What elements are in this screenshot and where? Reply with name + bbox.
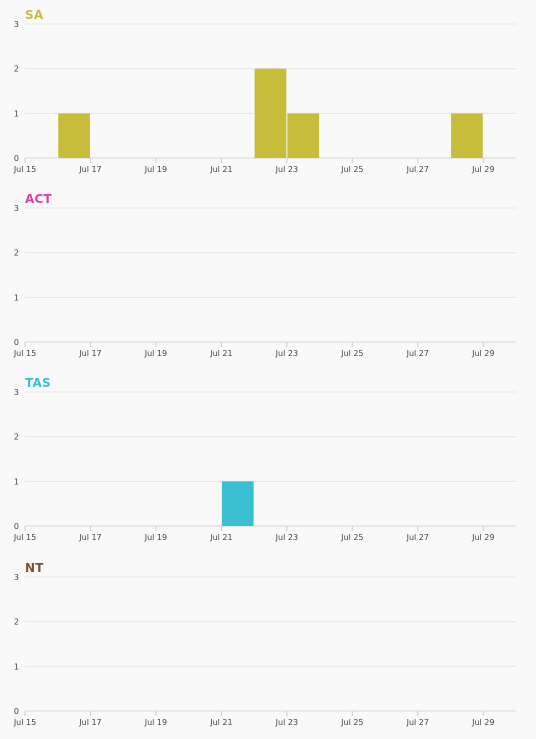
y-tick-label: 1 — [14, 477, 19, 486]
y-tick-label: 3 — [14, 20, 19, 29]
chart-panel-sa: 0 1 2 3 Jul 15 Jul 17 Jul 19 Jul 21 Jul 23 Jul 25… — [0, 0, 536, 184]
chart-title: ACT — [25, 192, 52, 206]
x-tick-label: Jul 19 — [144, 165, 167, 174]
bar — [58, 113, 90, 158]
y-tick-label: 3 — [14, 204, 19, 213]
y-tick-label: 2 — [14, 249, 19, 258]
x-tick-label: Jul 23 — [275, 165, 298, 174]
x-tick-label: Jul 21 — [209, 349, 232, 358]
x-tick-label: Jul 29 — [471, 165, 494, 174]
x-tick-label: Jul 15 — [13, 165, 36, 174]
x-tick-label: Jul 21 — [209, 533, 232, 542]
x-tick-label: Jul 17 — [78, 718, 101, 727]
x-tick-label: Jul 17 — [78, 349, 101, 358]
chart-svg: 0 1 2 3 Jul 15 Jul 17 Jul 19 Jul 21 Jul 23 Jul 25… — [13, 388, 516, 542]
x-tick-label: Jul 27 — [406, 349, 429, 358]
x-tick-label: Jul 19 — [144, 718, 167, 727]
x-tick-label: Jul 15 — [13, 533, 36, 542]
chart-title: SA — [25, 8, 44, 22]
x-tick-label: Jul 27 — [406, 165, 429, 174]
bar — [254, 68, 287, 158]
x-tick-label: Jul 29 — [471, 349, 494, 358]
x-tick-label: Jul 23 — [275, 533, 298, 542]
x-tick-label: Jul 17 — [78, 165, 101, 174]
x-tick-label: Jul 21 — [209, 718, 232, 727]
chart-title: NT — [25, 561, 44, 575]
x-tick-label: Jul 19 — [144, 533, 167, 542]
chart-svg: 0 1 2 3 Jul 15 Jul 17 Jul 19 Jul 21 Jul 23 Jul 25… — [13, 204, 516, 358]
x-tick-label: Jul 27 — [406, 718, 429, 727]
x-tick-label: Jul 29 — [471, 718, 494, 727]
chart-panel-nt: 0 1 2 3 Jul 15 Jul 17 Jul 19 Jul 21 Jul 23 Jul 25… — [0, 553, 536, 737]
y-tick-label: 1 — [14, 662, 19, 671]
x-tick-label: Jul 21 — [209, 165, 232, 174]
y-tick-label: 2 — [14, 618, 19, 627]
y-tick-label: 0 — [14, 522, 19, 531]
x-tick-label: Jul 25 — [340, 165, 363, 174]
y-tick-label: 3 — [14, 573, 19, 582]
x-tick-label: Jul 27 — [406, 533, 429, 542]
chart-title: TAS — [25, 376, 51, 390]
y-tick-label: 1 — [14, 293, 19, 302]
bar — [221, 481, 254, 526]
x-tick-label: Jul 25 — [340, 349, 363, 358]
y-tick-label: 0 — [14, 707, 19, 716]
x-tick-label: Jul 17 — [78, 533, 101, 542]
x-tick-label: Jul 15 — [13, 718, 36, 727]
x-tick-label: Jul 29 — [471, 533, 494, 542]
chart-svg: 0 1 2 3 Jul 15 Jul 17 Jul 19 Jul 21 Jul 23 Jul 25… — [13, 573, 516, 727]
y-tick-label: 3 — [14, 388, 19, 397]
y-tick-label: 1 — [14, 109, 19, 118]
y-tick-label: 2 — [14, 433, 19, 442]
x-tick-label: Jul 19 — [144, 349, 167, 358]
x-tick-label: Jul 23 — [275, 349, 298, 358]
y-tick-label: 0 — [14, 154, 19, 163]
x-tick-label: Jul 25 — [340, 718, 363, 727]
chart-svg: 0 1 2 3 Jul 15 Jul 17 Jul 19 Jul 21 Jul 23 Jul 25… — [13, 20, 516, 174]
chart-panel-tas: 0 1 2 3 Jul 15 Jul 17 Jul 19 Jul 21 Jul 23 Jul 25… — [0, 368, 536, 552]
x-tick-label: Jul 15 — [13, 349, 36, 358]
x-tick-label: Jul 25 — [340, 533, 363, 542]
bar — [451, 113, 483, 158]
y-tick-label: 2 — [14, 65, 19, 74]
y-tick-label: 0 — [14, 338, 19, 347]
chart-panel-act: 0 1 2 3 Jul 15 Jul 17 Jul 19 Jul 21 Jul 23 Jul 25… — [0, 184, 536, 368]
bar — [287, 113, 320, 158]
x-tick-label: Jul 23 — [275, 718, 298, 727]
